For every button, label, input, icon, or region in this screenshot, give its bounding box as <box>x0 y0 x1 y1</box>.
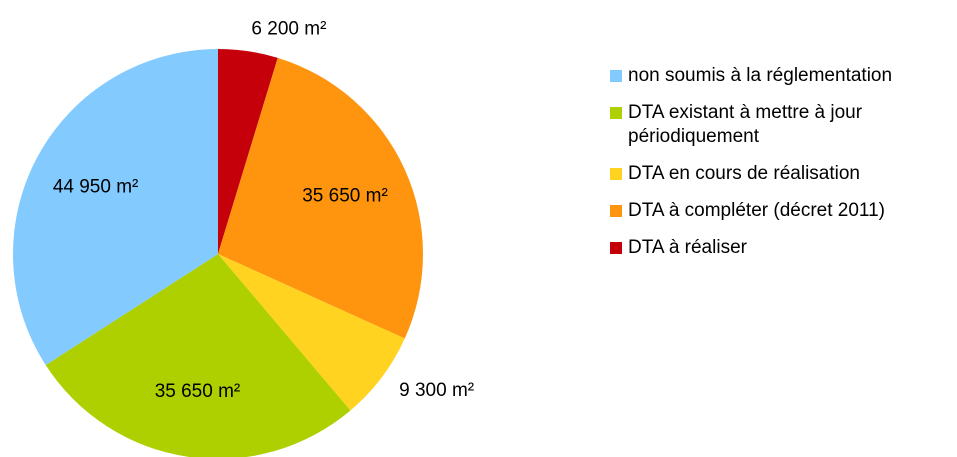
pie-slice <box>218 49 278 254</box>
legend-label: DTA à réaliser <box>628 237 747 258</box>
legend-swatch <box>610 107 622 119</box>
legend-swatch <box>610 70 622 82</box>
data-label: 9 300 m² <box>399 380 474 401</box>
legend-item: DTA existant à mettre à jour périodiquem… <box>610 101 955 149</box>
legend-item: DTA à compléter (décret 2011) <box>610 199 955 223</box>
data-label: 35 650 m² <box>302 186 388 207</box>
legend-label: non soumis à la réglementation <box>628 65 893 86</box>
legend-swatch <box>610 242 622 254</box>
legend-label: DTA en cours de réalisation <box>628 163 860 184</box>
data-label: 35 650 m² <box>155 381 241 402</box>
legend-item: non soumis à la réglementation <box>610 64 955 88</box>
legend: non soumis à la réglementation DTA exista… <box>610 64 955 273</box>
pie-slice <box>45 254 351 457</box>
legend-swatch <box>610 168 622 180</box>
legend-item: DTA à réaliser <box>610 236 955 260</box>
pie-slice <box>218 57 423 339</box>
pie-slice <box>12 49 218 366</box>
legend-label: DTA existant à mettre à jour périodiquem… <box>628 102 863 147</box>
data-label: 6 200 m² <box>251 18 326 39</box>
data-label: 44 950 m² <box>53 176 139 197</box>
pie-slice <box>218 254 405 411</box>
legend-swatch <box>610 205 622 217</box>
legend-item: DTA en cours de réalisation <box>610 162 955 186</box>
legend-label: DTA à compléter (décret 2011) <box>628 200 885 221</box>
